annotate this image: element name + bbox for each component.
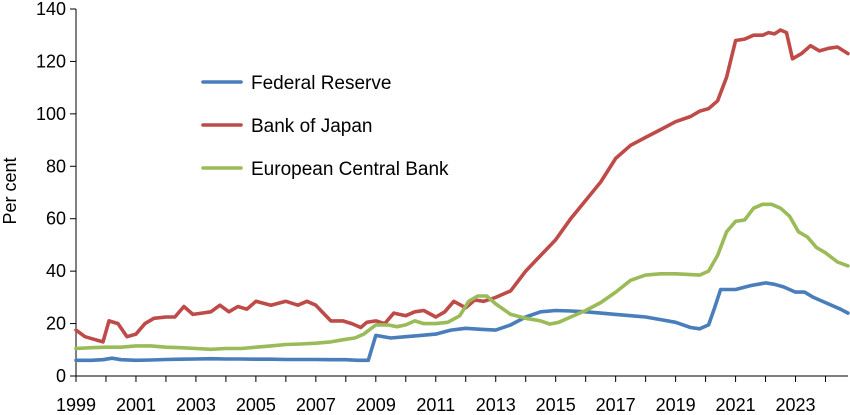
- x-tick-label: 2013: [476, 395, 516, 415]
- x-tick-label: 2007: [296, 395, 336, 415]
- legend-label: Federal Reserve: [251, 73, 391, 94]
- y-tick-label: 120: [36, 51, 66, 71]
- series-line-bank-of-japan: [74, 28, 850, 344]
- x-tick-label: 2015: [536, 395, 576, 415]
- y-axis-ticks: 0 20 40 60 80 100 120 140: [36, 0, 76, 386]
- x-tick-label: 1999: [56, 395, 96, 415]
- x-tick-label: 2009: [356, 395, 396, 415]
- x-tick-label: 2005: [236, 395, 276, 415]
- y-tick-label: 20: [46, 314, 66, 334]
- series-line-federal-reserve: [74, 281, 850, 363]
- x-tick-label: 2003: [176, 395, 216, 415]
- y-tick-label: 40: [46, 261, 66, 281]
- series-layer: [74, 28, 850, 363]
- series-line-european-central-bank: [74, 202, 850, 352]
- y-tick-label: 60: [46, 209, 66, 229]
- y-tick-label: 80: [46, 156, 66, 176]
- x-tick-label: 2001: [116, 395, 156, 415]
- legend: Federal Reserve Bank of Japan European Cen…: [201, 73, 449, 180]
- x-tick-label: 2017: [596, 395, 636, 415]
- legend-label: Bank of Japan: [251, 116, 372, 137]
- x-tick-label: 2019: [656, 395, 696, 415]
- y-tick-label: 0: [56, 366, 66, 386]
- legend-label: European Central Bank: [251, 159, 449, 180]
- y-tick-label: 140: [36, 0, 66, 19]
- x-tick-label: 2021: [716, 395, 756, 415]
- y-tick-label: 100: [36, 104, 66, 124]
- y-axis-label: Per cent: [0, 157, 20, 224]
- x-tick-label: 2023: [776, 395, 816, 415]
- x-axis-ticks: 1999 2001 2003 2005 2007 2009 2011 2013 2015 2017…: [56, 376, 827, 415]
- x-tick-label: 2011: [416, 395, 455, 415]
